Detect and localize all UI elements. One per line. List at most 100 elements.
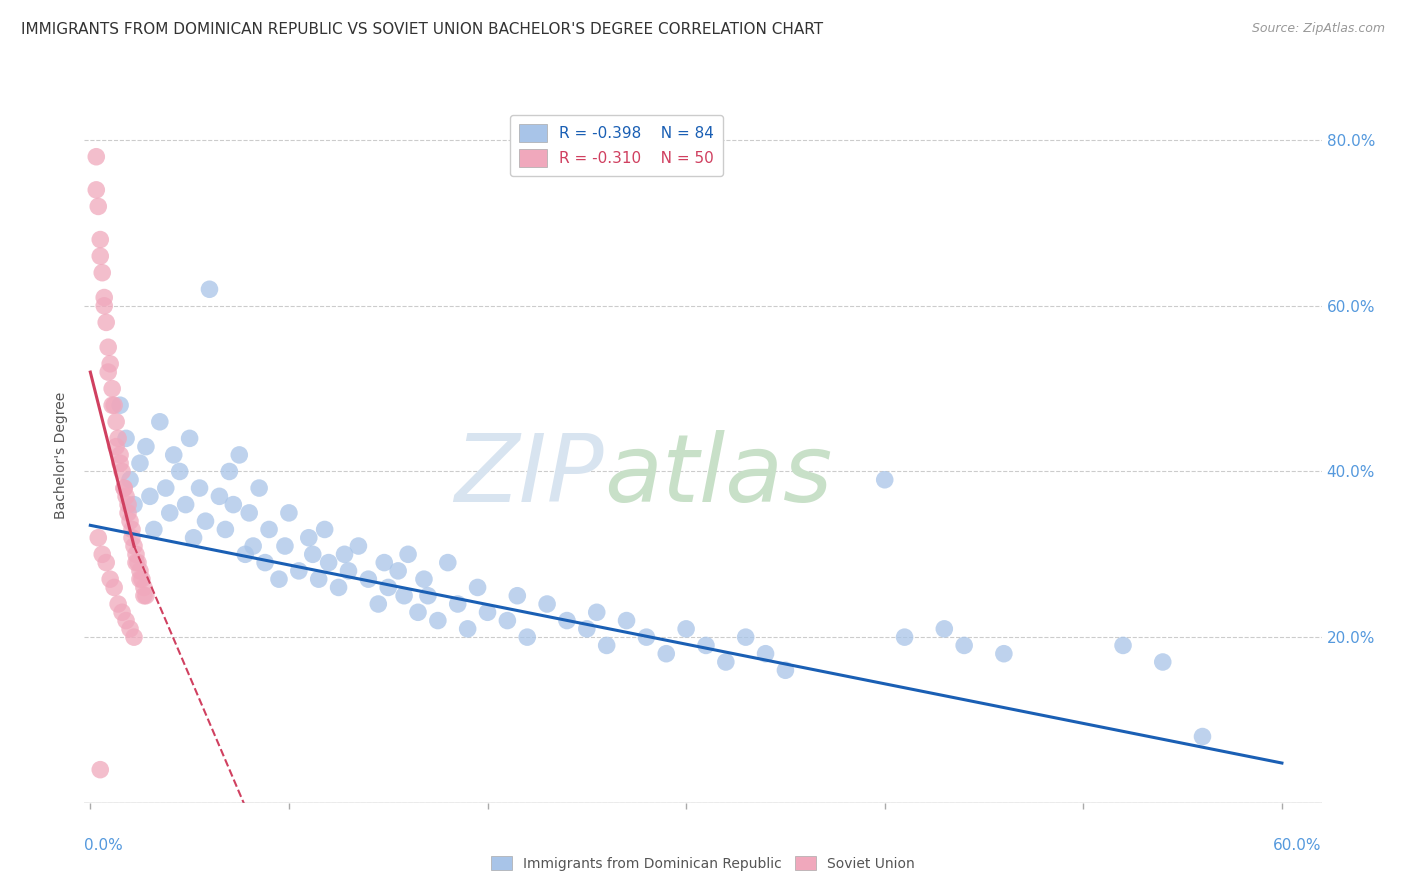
Point [318, 556, 340, 570]
Point [585, 605, 607, 619]
Text: ZIP: ZIP [454, 430, 605, 521]
Point [122, 498, 145, 512]
Point [91, 547, 114, 561]
Point [89, 233, 111, 247]
Point [347, 539, 370, 553]
Point [233, 547, 256, 561]
Point [555, 614, 578, 628]
Point [96, 315, 118, 329]
Text: Source: ZipAtlas.com: Source: ZipAtlas.com [1251, 22, 1385, 36]
Point [112, 481, 135, 495]
Point [198, 282, 221, 296]
Point [516, 630, 538, 644]
Point [392, 589, 415, 603]
Point [993, 647, 1015, 661]
Point [105, 440, 128, 454]
Point [194, 514, 217, 528]
Point [377, 581, 399, 595]
Point [447, 597, 470, 611]
Point [111, 605, 134, 619]
Point [314, 523, 336, 537]
Point [84, 150, 107, 164]
Point [112, 481, 135, 495]
Point [132, 581, 155, 595]
Point [115, 489, 138, 503]
Point [122, 630, 145, 644]
Legend: Immigrants from Dominican Republic, Soviet Union: Immigrants from Dominican Republic, Sovi… [485, 850, 921, 876]
Point [301, 547, 323, 561]
Point [96, 556, 118, 570]
Point [108, 398, 131, 412]
Point [373, 556, 395, 570]
Point [149, 415, 172, 429]
Point [208, 489, 231, 503]
Point [142, 523, 165, 537]
Point [93, 291, 115, 305]
Text: 60.0%: 60.0% [1274, 838, 1322, 854]
Point [129, 572, 152, 586]
Point [179, 431, 201, 445]
Point [714, 655, 737, 669]
Point [117, 498, 139, 512]
Point [111, 465, 134, 479]
Point [139, 489, 162, 503]
Point [1191, 730, 1213, 744]
Point [105, 415, 128, 429]
Text: atlas: atlas [605, 430, 832, 521]
Point [89, 763, 111, 777]
Point [107, 431, 129, 445]
Point [132, 589, 155, 603]
Point [84, 183, 107, 197]
Point [129, 564, 152, 578]
Point [97, 340, 120, 354]
Point [108, 456, 131, 470]
Point [333, 547, 356, 561]
Point [288, 564, 311, 578]
Point [101, 398, 124, 412]
Point [218, 465, 240, 479]
Point [267, 572, 290, 586]
Point [127, 556, 149, 570]
Point [129, 456, 152, 470]
Point [575, 622, 598, 636]
Point [98, 357, 121, 371]
Point [131, 572, 153, 586]
Point [169, 465, 191, 479]
Text: IMMIGRANTS FROM DOMINICAN REPUBLIC VS SOVIET UNION BACHELOR'S DEGREE CORRELATION: IMMIGRANTS FROM DOMINICAN REPUBLIC VS SO… [21, 22, 824, 37]
Point [118, 622, 141, 636]
Point [135, 440, 157, 454]
Point [1152, 655, 1174, 669]
Point [754, 647, 776, 661]
Point [89, 249, 111, 263]
Point [87, 199, 110, 213]
Point [675, 622, 697, 636]
Point [734, 630, 756, 644]
Point [636, 630, 658, 644]
Point [873, 473, 896, 487]
Point [125, 547, 148, 561]
Point [108, 448, 131, 462]
Point [222, 498, 245, 512]
Point [277, 506, 299, 520]
Point [107, 597, 129, 611]
Legend: R = -0.398    N = 84, R = -0.310    N = 50: R = -0.398 N = 84, R = -0.310 N = 50 [510, 115, 723, 177]
Point [125, 556, 148, 570]
Text: 0.0%: 0.0% [84, 838, 124, 854]
Point [436, 556, 458, 570]
Point [298, 531, 321, 545]
Point [655, 647, 678, 661]
Point [1112, 639, 1135, 653]
Point [163, 448, 186, 462]
Point [118, 514, 141, 528]
Point [183, 531, 205, 545]
Point [155, 481, 177, 495]
Point [595, 639, 617, 653]
Point [135, 589, 157, 603]
Point [115, 431, 138, 445]
Point [121, 523, 143, 537]
Point [616, 614, 638, 628]
Point [416, 589, 439, 603]
Point [238, 506, 260, 520]
Point [228, 448, 250, 462]
Point [87, 531, 110, 545]
